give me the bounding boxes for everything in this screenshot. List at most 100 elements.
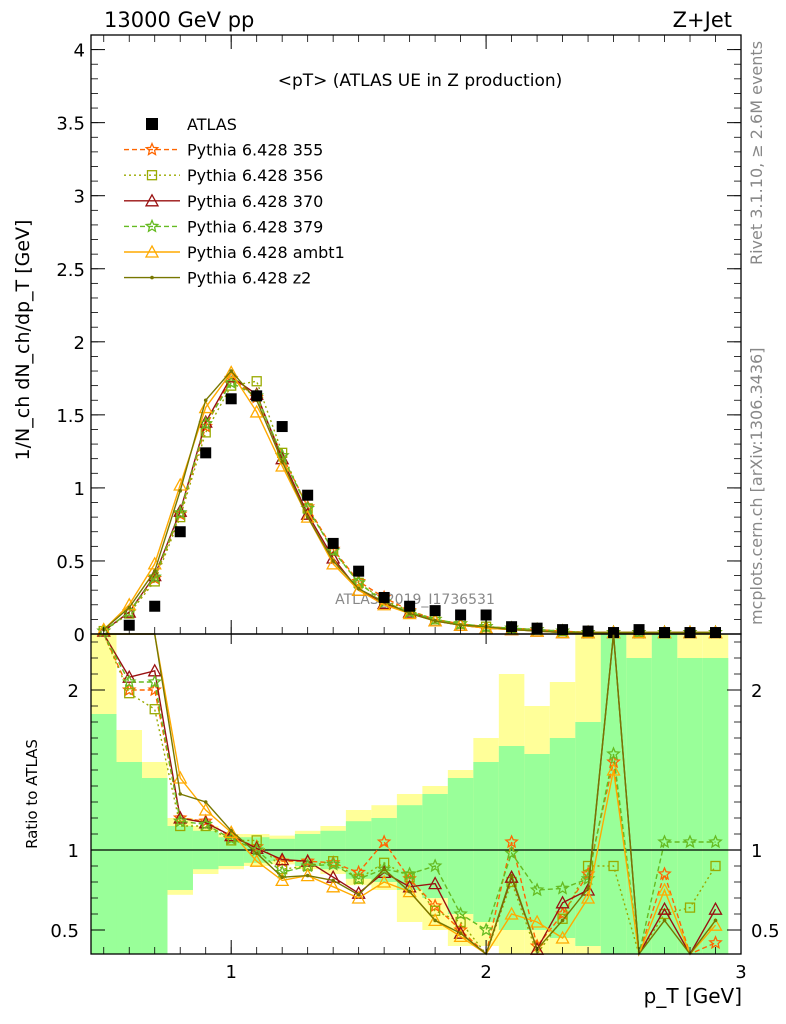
ratio-series-point [682, 834, 698, 849]
ratio-series-point [377, 874, 392, 888]
atlas-data-point [200, 447, 212, 459]
main-series-point [122, 604, 137, 618]
ratio-series-point [433, 918, 437, 923]
ratio-series-point [504, 845, 519, 860]
ratio-series-point [586, 886, 590, 891]
ratio-series-point [178, 792, 183, 796]
atlas-data-point [302, 489, 314, 501]
stat-band-bin [677, 658, 703, 954]
main-series-point [223, 375, 239, 389]
ratio-series-point [427, 898, 443, 913]
ratio-series-point [555, 930, 570, 944]
ratio-y-tick-label-right: 1 [751, 841, 762, 862]
atlas-data-point [378, 591, 390, 603]
ratio-series-point [657, 901, 672, 915]
ratio-series-point [376, 861, 392, 876]
ratio-series-point [560, 918, 565, 923]
legend-marker [146, 118, 158, 130]
ratio-series-3 [103, 633, 723, 955]
legend-marker [144, 193, 160, 207]
atlas-data-point [353, 565, 365, 577]
atlas-data-point [251, 390, 263, 402]
main-series-point [274, 448, 290, 462]
ratio-series-point [529, 914, 545, 928]
atlas-data-point [225, 393, 237, 405]
axes-group: 1 2 3 0 0.5 1 1.5 2 2.5 3 3.5 4 0.5 0.5 1 1 2 2 [50, 35, 780, 983]
stat-band-bin [447, 778, 474, 914]
ratio-series-point [478, 922, 494, 937]
legend-marker [146, 170, 158, 181]
main-y-tick-label: 0.5 [56, 552, 85, 573]
stat-band-bin [702, 658, 729, 954]
x-tick-label: 1 [225, 962, 236, 983]
ratio-series-point [657, 882, 672, 896]
ratio-series-point [657, 834, 672, 849]
ratio-series-point [331, 878, 335, 883]
main-series-point [458, 623, 463, 628]
main-y-tick-label: 3.5 [56, 114, 85, 135]
ratio-series-point [198, 802, 213, 816]
ratio-series-point [710, 860, 721, 872]
main-series-point [203, 398, 208, 403]
atlas-data-point [429, 605, 441, 617]
main-series-point [407, 611, 412, 616]
ratio-y-tick-label: 1 [68, 841, 79, 862]
legend-label: Pythia 6.428 z2 [187, 269, 311, 288]
chart-title: <pT> (ATLAS UE in Z production) [278, 71, 563, 91]
atlas-data-point [276, 421, 288, 433]
legend-entry: Pythia 6.428 379 [124, 217, 323, 236]
x-axis-label: p_T [GeV] [644, 984, 742, 1008]
legend-label: Pythia 6.428 ambt1 [187, 243, 345, 262]
ratio-series-point [427, 858, 443, 873]
ratio-series-point [458, 931, 463, 935]
ratio-y-tick-label-right: 0.5 [751, 921, 780, 942]
atlas-data-point [506, 621, 518, 633]
stat-band-bin [626, 658, 652, 954]
legend-label: Pythia 6.428 379 [187, 217, 323, 236]
ratio-series-point [328, 856, 339, 867]
ratio-series-point [657, 866, 672, 881]
main-series-point [127, 605, 132, 610]
main-series-point [96, 623, 111, 637]
main-series-point [251, 376, 262, 387]
ratio-series-point [684, 902, 696, 913]
ratio-series-point [713, 918, 718, 923]
stat-band-bin [167, 826, 193, 890]
stat-band-bin [651, 634, 678, 954]
ratio-series-point [453, 906, 468, 921]
ratio-series-point [300, 853, 316, 868]
main-series-point [224, 365, 239, 379]
ratio-series-point [382, 867, 386, 871]
legend: ATLAS Pythia 6.428 355 Pythia 6.428 356 Pyt… [124, 115, 345, 288]
ratio-series-point [275, 873, 290, 887]
ratio-series-point [582, 860, 594, 872]
main-series-point [152, 569, 157, 573]
main-series-point [402, 606, 417, 620]
rivet-label: Rivet 3.1.10, ≥ 2.6M events [747, 41, 766, 265]
main-series-point [200, 427, 211, 438]
ratio-series-point [504, 869, 519, 883]
stat-band-bin [396, 805, 423, 890]
ratio-series-point [173, 810, 188, 824]
ratio-series-point [351, 890, 366, 904]
ratio-y-tick-label: 2 [68, 681, 79, 702]
main-y-tick-label: 0 [74, 625, 85, 646]
atlas-data-point [123, 619, 135, 631]
ratio-series-point [224, 825, 239, 839]
legend-label: Pythia 6.428 355 [187, 141, 323, 160]
atlas-data-point [149, 600, 161, 612]
legend-marker [144, 218, 160, 233]
ratio-series-point [402, 866, 417, 881]
legend-entry: ATLAS [146, 115, 237, 134]
ratio-series-point [326, 879, 341, 893]
legend-entry: Pythia 6.428 z2 [124, 269, 311, 288]
main-series-point [249, 404, 264, 418]
header-left: 13000 GeV pp [104, 8, 254, 32]
ratio-series-point [175, 820, 186, 832]
main-y-axis-label: 1/N_ch dN_ch/dp_T [GeV] [12, 220, 34, 461]
ratio-y-axis-label: Ratio to ATLAS [23, 739, 41, 849]
legend-entry: Pythia 6.428 355 [124, 141, 323, 160]
ratio-series-point [708, 935, 723, 950]
main-series-point [198, 400, 213, 414]
